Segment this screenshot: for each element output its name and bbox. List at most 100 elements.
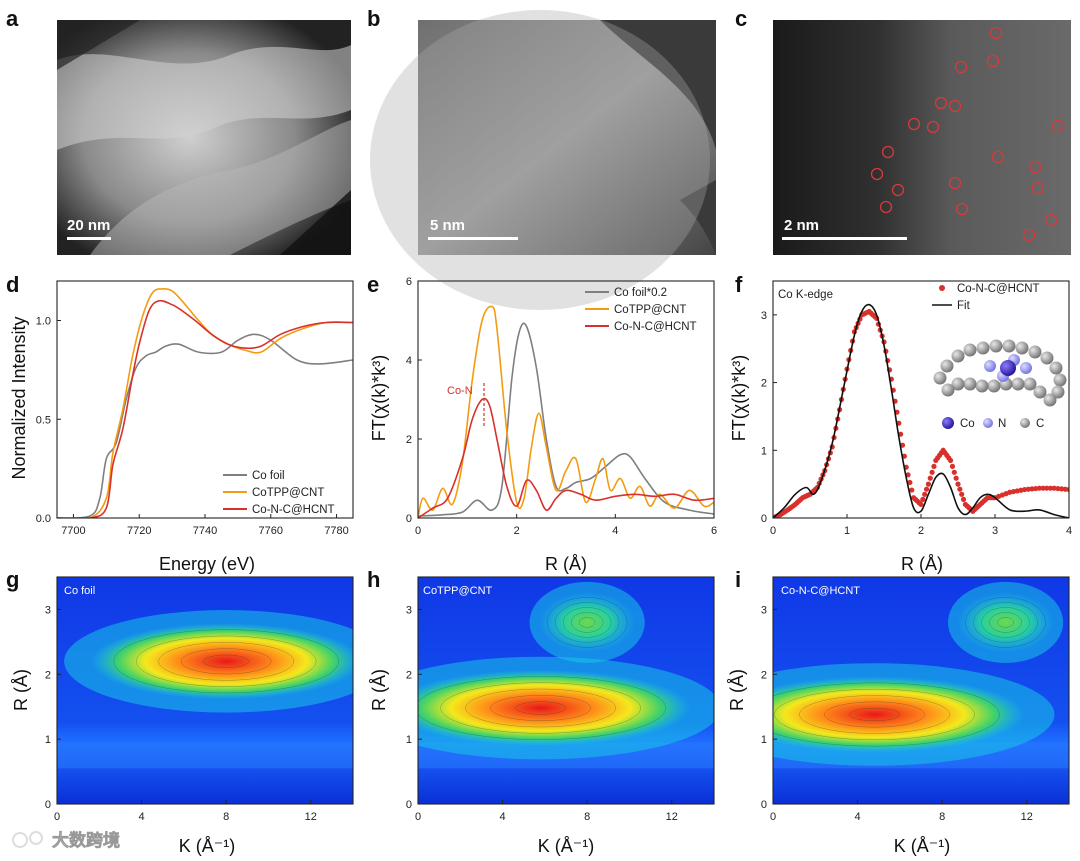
atom-marker — [948, 176, 962, 190]
carbon-atom — [951, 377, 965, 391]
x-tick-label-i: 0 — [770, 811, 776, 823]
x-tick-label-g: 0 — [54, 811, 60, 823]
carbon-atom — [1011, 377, 1025, 391]
legend-d-label-3: Co-N-C@HCNT — [252, 504, 335, 516]
carbon-atom — [1033, 385, 1047, 399]
data-point-f-0 — [951, 469, 957, 475]
axis-title-h-x: K (Å⁻¹) — [538, 836, 595, 856]
data-point-f-0 — [923, 486, 930, 492]
panel-label-a: a — [6, 6, 19, 31]
scale-bar-a — [67, 237, 111, 240]
legend-e: Co foil*0.2 CoTPP@CNT Co-N-C@HCNT Co-N — [447, 287, 697, 428]
legend-d: Co foil CoTPP@CNT Co-N-C@HCNT — [223, 470, 335, 516]
atom-marker — [1044, 213, 1058, 227]
carbon-atom — [1002, 339, 1016, 353]
axis-title-f-y: FT(χ(k)*k³) — [729, 355, 749, 441]
plot-frame-g — [56, 576, 354, 805]
axis-title-e-y: FT(χ(k)*k³) — [369, 355, 389, 441]
atom-marker — [891, 183, 905, 197]
data-point-f-0 — [790, 503, 796, 509]
watermark: 大数跨境 — [12, 830, 120, 850]
data-point-f-0 — [798, 496, 804, 502]
x-tick-label-g: 12 — [305, 811, 317, 823]
carbon-atom — [963, 377, 977, 391]
y-tick-label-g: 2 — [45, 669, 51, 681]
y-tick-label-i: 0 — [761, 799, 767, 811]
panel-label-i: i — [735, 567, 741, 592]
carbon-atom — [1023, 377, 1037, 391]
micrograph-b: 5 nm — [370, 10, 716, 310]
x-tick-label-e: 6 — [711, 525, 717, 537]
panel-label-d: d — [6, 272, 19, 297]
x-tick-label-d: 7760 — [259, 525, 283, 537]
y-tick-label-d: 0.5 — [36, 414, 51, 426]
x-tick-label-h: 0 — [415, 811, 421, 823]
data-point-f-0 — [955, 481, 961, 487]
y-tick-label-e: 4 — [406, 355, 412, 367]
axis-title-e-x: R (Å) — [545, 554, 587, 574]
x-tick-label-g: 8 — [223, 811, 229, 823]
y-tick-label-f: 1 — [761, 445, 767, 457]
axis-title-d-y: Normalized Intensity — [9, 316, 29, 479]
y-tick-label-f: 3 — [761, 310, 767, 322]
atom-marker — [954, 60, 968, 74]
carbon-atom — [975, 379, 989, 393]
scale-bar-label-c: 2 nm — [784, 217, 819, 234]
y-tick-label-h: 2 — [406, 669, 412, 681]
y-tick-label-h: 0 — [406, 799, 412, 811]
series-line-d-1 — [57, 288, 353, 518]
x-tick-label-i: 4 — [855, 811, 861, 823]
axis-title-f-x: R (Å) — [901, 554, 943, 574]
data-point-f-0 — [805, 492, 811, 498]
series-line-e-2 — [418, 397, 714, 518]
data-point-f-0 — [1040, 485, 1046, 491]
data-point-f-0 — [957, 486, 963, 492]
x-tick-label-h: 4 — [500, 811, 506, 823]
carbon-atom — [1049, 361, 1063, 375]
series-line-e-1 — [418, 305, 714, 518]
atom-legend-c: C — [1036, 418, 1044, 430]
y-tick-label-e: 6 — [406, 276, 412, 288]
y-tick-label-f: 0 — [761, 513, 767, 525]
heatmap-peak-h-1 — [539, 592, 636, 653]
axis-title-i-y: R (Å) — [727, 669, 747, 711]
y-tick-label-i: 3 — [761, 604, 767, 616]
y-tick-label-d: 0.0 — [36, 513, 51, 525]
chart-xanes: 7700 7720 7740 7760 7780 0.0 0.5 1.0 — [36, 280, 354, 537]
atom-marker — [907, 117, 921, 131]
y-tick-label-g: 1 — [45, 734, 51, 746]
carbon-atom — [987, 379, 1001, 393]
data-point-f-0 — [949, 463, 956, 469]
x-tick-label-f: 3 — [992, 525, 998, 537]
co-n-annotation: Co-N — [447, 385, 473, 397]
panel-label-g: g — [6, 567, 19, 592]
plot-frame-e — [417, 280, 715, 519]
series-line-d-2 — [57, 299, 353, 518]
heatmap-peak-g-0 — [91, 623, 353, 700]
data-point-f-0 — [925, 481, 932, 487]
data-point-f-0 — [1033, 485, 1039, 492]
axis-title-h-y: R (Å) — [369, 669, 389, 711]
molecule-legend: Co N C — [942, 417, 1044, 430]
micrograph-c: 2 nm — [773, 20, 1071, 255]
axis-title-g-y: R (Å) — [11, 669, 31, 711]
x-tick-label-e: 0 — [415, 525, 421, 537]
data-point-f-0 — [783, 508, 789, 514]
legend-d-label-1: Co foil — [252, 470, 285, 482]
panel-label-c: c — [735, 6, 747, 31]
scale-bar-label-b: 5 nm — [430, 217, 465, 234]
plot-frame-d — [56, 280, 354, 519]
data-point-f-0 — [1062, 486, 1068, 492]
data-point-f-0 — [975, 503, 981, 509]
data-point-f-0 — [927, 475, 933, 481]
atom-marker — [934, 96, 948, 110]
x-tick-label-h: 12 — [666, 811, 678, 823]
cobalt-atom — [1000, 360, 1016, 376]
chart-exafs-fit: 0 1 2 3 4 0 1 2 3 — [761, 280, 1072, 537]
y-tick-label-h: 1 — [406, 734, 412, 746]
plot-frame-i — [772, 576, 1070, 805]
heatmap-peak-i-1 — [957, 592, 1054, 653]
